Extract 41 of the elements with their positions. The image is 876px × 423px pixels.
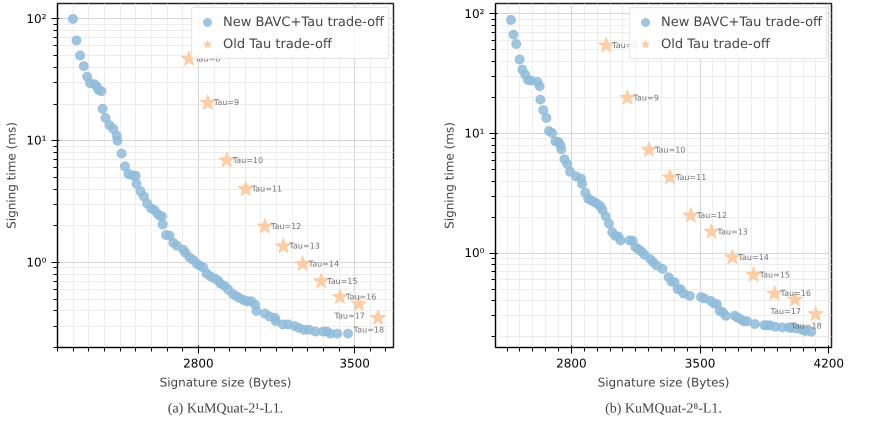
x-tick-label: 3500 (339, 356, 370, 370)
annotation: Tau=10 (232, 156, 264, 165)
y-axis-title: Signing time (ms) (4, 122, 18, 229)
y-tick-label: 10² (26, 12, 47, 26)
y-tick-label: 10⁰ (464, 246, 485, 260)
annotation: Tau=15 (758, 270, 790, 280)
point (808, 306, 824, 322)
y-tick-label: 10⁰ (26, 255, 47, 270)
x-tick-label: 2800 (556, 356, 587, 370)
point (370, 309, 386, 325)
annotation: Tau=13 (716, 227, 748, 236)
legend-label: New BAVC+Tau trade-off (661, 14, 822, 30)
annotation: Tau=12 (696, 211, 728, 220)
x-axis-title: Signature size (Bytes) (598, 376, 730, 390)
annotation: Tau=12 (270, 222, 302, 232)
annotation: Tau=13 (288, 242, 320, 251)
annotation: Tau=15 (326, 276, 358, 286)
x-tick-label: 3500 (684, 356, 716, 370)
y-tick-label: 10² (464, 6, 485, 21)
annotation: Tau=8 (194, 54, 220, 64)
x-axis-title: Signature size (Bytes) (160, 376, 292, 390)
x-tick-label: 4200 (813, 356, 844, 370)
text: (b) KuMQuat-2⁸-L1. (605, 402, 722, 416)
y-tick-label: 10¹ (26, 134, 47, 148)
y-axis-title: Signing time (ms) (442, 122, 456, 229)
annotation: Tau=9 (632, 93, 659, 102)
annotation: Tau=10 (654, 145, 686, 154)
annotation: Tau=11 (674, 172, 706, 182)
annotation: Tau=14 (737, 253, 769, 262)
legend-label: Old Tau trade-off (661, 36, 770, 52)
annotation: Tau=17 (333, 312, 365, 321)
annotation: Tau=14 (308, 260, 340, 269)
annotation: Tau=18 (352, 325, 384, 334)
x-tick-label: 2800 (183, 356, 214, 370)
legend-label: Old Tau trade-off (223, 36, 332, 52)
annotation: Tau=9 (212, 98, 240, 108)
legend-label: New BAVC+Tau trade-off (223, 14, 384, 30)
annotation: Tau=17 (770, 307, 801, 316)
y-tick-label: 10¹ (464, 126, 485, 141)
annotation: Tau=11 (250, 184, 282, 194)
text: (a) KuMQuat-2¹-L1. (168, 402, 284, 416)
